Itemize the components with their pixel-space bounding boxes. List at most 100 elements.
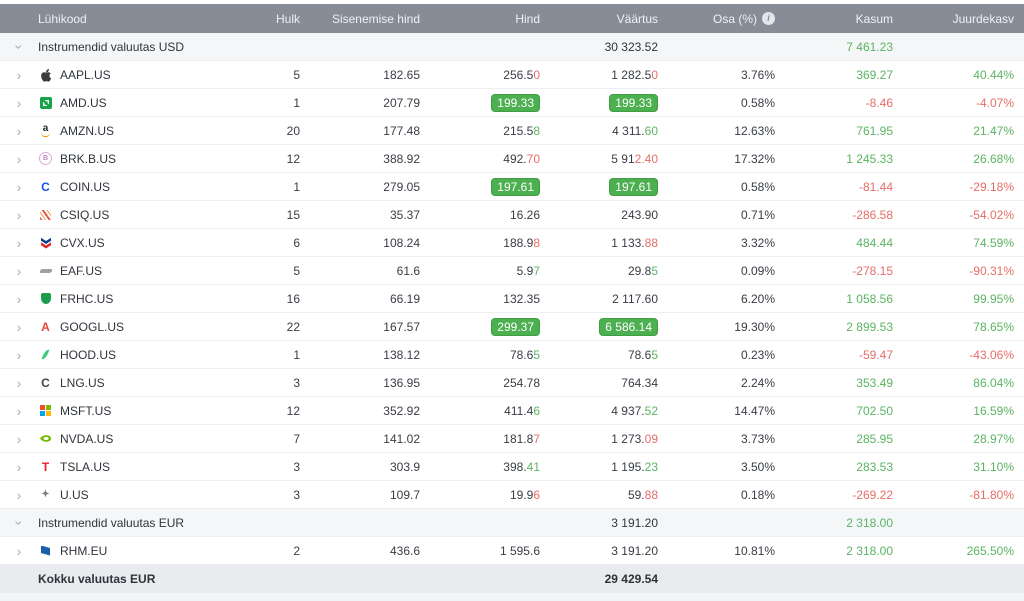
group-row[interactable]: › Instrumendid valuutas USD 30 323.52 7 … [0, 33, 1024, 61]
expand-chevron-icon[interactable]: › [16, 542, 22, 559]
table-row[interactable]: › NVDA.US 7 141.02 181.87 1 273.09 3.73%… [0, 425, 1024, 453]
value-cell: 29.85 [627, 263, 658, 278]
expand-chevron-icon[interactable]: › [16, 458, 22, 475]
table-row[interactable]: › FRHC.US 16 66.19 132.35 2 117.60 6.20%… [0, 285, 1024, 313]
table-row[interactable]: › EAF.US 5 61.6 5.97 29.85 0.09% -278.15… [0, 257, 1024, 285]
column-header-luhikood[interactable]: Lühikood [38, 11, 87, 26]
profit-cell: 1 058.56 [846, 291, 893, 306]
price-cell: 197.61 [430, 177, 550, 196]
expand-chevron-icon[interactable]: › [16, 486, 22, 503]
value-cell: 78.65 [627, 347, 658, 362]
quantity-cell: 1 [293, 95, 300, 110]
quantity-cell: 2 [293, 543, 300, 558]
group-row[interactable]: › Instrumendid valuutas EUR 3 191.20 2 3… [0, 509, 1024, 537]
price-cell: 132.35 [503, 291, 540, 306]
expand-chevron-icon[interactable]: › [16, 122, 22, 139]
column-header-osa[interactable]: Osa (%) i [668, 12, 785, 26]
table-row[interactable]: › B BRK.B.US 12 388.92 492.70 5 912.40 1… [0, 145, 1024, 173]
column-header-hind[interactable]: Hind [515, 11, 540, 26]
growth-percent-cell: -43.06% [969, 347, 1014, 362]
column-header-sisenemise-hind[interactable]: Sisenemise hind [331, 11, 420, 26]
column-header-hulk[interactable]: Hulk [275, 11, 300, 26]
expand-chevron-icon[interactable]: › [16, 374, 22, 391]
growth-percent-cell: -29.18% [969, 179, 1014, 194]
growth-percent-cell: -4.07% [975, 95, 1014, 110]
value-cell: 1 282.50 [611, 67, 658, 82]
expand-chevron-icon[interactable]: › [16, 178, 22, 195]
entry-price-cell: 436.6 [389, 543, 420, 558]
profit-cell: -8.46 [865, 95, 893, 110]
value-cell: 6 586.14 [550, 317, 668, 336]
table-row[interactable]: › a AMZN.US 20 177.48 215.58 4 311.60 12… [0, 117, 1024, 145]
value-cell: 1 195.23 [611, 459, 658, 474]
price-cell: 299.37 [430, 317, 550, 336]
expand-chevron-icon[interactable]: › [16, 262, 22, 279]
expand-chevron-icon[interactable]: › [16, 150, 22, 167]
growth-percent-cell: 31.10% [973, 459, 1014, 474]
table-row[interactable]: › ✦ U.US 3 109.7 19.96 59.88 0.18% -269.… [0, 481, 1024, 509]
entry-price-cell: 108.24 [383, 235, 420, 250]
table-row[interactable]: › T TSLA.US 3 303.9 398.41 1 195.23 3.50… [0, 453, 1024, 481]
growth-percent-cell: 86.04% [973, 375, 1014, 390]
table-row[interactable]: › C COIN.US 1 279.05 197.61 197.61 0.58%… [0, 173, 1024, 201]
table-row[interactable]: › HOOD.US 1 138.12 78.65 78.65 0.23% -59… [0, 341, 1024, 369]
table-row[interactable]: › AMD.US 1 207.79 199.33 199.33 0.58% -8… [0, 89, 1024, 117]
ticker-label: NVDA.US [60, 431, 114, 446]
ticker-label: GOOGL.US [60, 319, 125, 334]
column-header-juurdekasv[interactable]: Juurdekasv [952, 11, 1014, 26]
expand-chevron-icon[interactable]: › [16, 94, 22, 111]
price-cell: 16.26 [509, 207, 540, 222]
share-percent-cell: 19.30% [734, 319, 775, 334]
value-cell: 243.90 [621, 207, 658, 222]
info-icon[interactable]: i [762, 12, 775, 25]
table-row[interactable]: › CSIQ.US 15 35.37 16.26 243.90 0.71% -2… [0, 201, 1024, 229]
share-percent-cell: 14.47% [734, 403, 775, 418]
expand-chevron-icon[interactable]: › [16, 234, 22, 251]
quantity-cell: 6 [293, 235, 300, 250]
table-footer-row: Kokku valuutas EUR 29 429.54 [0, 565, 1024, 593]
value-cell: 764.34 [621, 375, 658, 390]
expand-chevron-icon[interactable]: › [16, 318, 22, 335]
cheniere-logo-icon: C [41, 375, 50, 390]
value-cell: 197.61 [550, 177, 668, 196]
table-row[interactable]: › A GOOGL.US 22 167.57 299.37 6 586.14 1… [0, 313, 1024, 341]
expand-chevron-icon[interactable]: › [16, 430, 22, 447]
ticker-label: MSFT.US [60, 403, 112, 418]
group-label: Instrumendid valuutas EUR [38, 515, 185, 530]
profit-cell: 761.95 [856, 123, 893, 138]
expand-chevron-icon[interactable]: › [16, 402, 22, 419]
profit-cell: 353.49 [856, 375, 893, 390]
table-header-row: Lühikood Hulk Sisenemise hind Hind Väärt… [0, 4, 1024, 33]
table-row[interactable]: › C LNG.US 3 136.95 254.78 764.34 2.24% … [0, 369, 1024, 397]
profit-cell: -278.15 [852, 263, 893, 278]
value-cell: 2 117.60 [612, 291, 658, 306]
table-row[interactable]: › CVX.US 6 108.24 188.98 1 133.88 3.32% … [0, 229, 1024, 257]
share-percent-cell: 0.58% [740, 95, 775, 110]
alphabet-logo-icon: A [41, 319, 50, 334]
entry-price-cell: 61.6 [396, 263, 420, 278]
price-cell: 492.70 [503, 151, 540, 166]
share-percent-cell: 0.71% [740, 207, 775, 222]
price-flash-badge: 199.33 [609, 93, 658, 112]
quantity-cell: 3 [293, 487, 300, 502]
share-percent-cell: 0.23% [740, 347, 775, 362]
value-cell: 1 273.09 [611, 431, 658, 446]
expand-chevron-icon[interactable]: › [16, 346, 22, 363]
table-row[interactable]: › MSFT.US 12 352.92 411.46 4 937.52 14.4… [0, 397, 1024, 425]
expand-chevron-icon[interactable]: › [16, 206, 22, 223]
table-row[interactable]: › AAPL.US 5 182.65 256.50 1 282.50 3.76%… [0, 61, 1024, 89]
growth-percent-cell: 78.65% [973, 319, 1014, 334]
expand-chevron-icon[interactable]: › [16, 290, 22, 307]
ticker-label: U.US [60, 487, 89, 502]
collapse-chevron-icon[interactable]: › [10, 520, 27, 525]
rheinmetall-logo-icon [38, 543, 53, 558]
entry-price-cell: 352.92 [383, 403, 420, 418]
expand-chevron-icon[interactable]: › [16, 66, 22, 83]
column-header-vaartus[interactable]: Väärtus [616, 11, 658, 26]
column-header-kasum[interactable]: Kasum [855, 11, 893, 26]
table-row[interactable]: › RHM.EU 2 436.6 1 595.6 3 191.20 10.81%… [0, 537, 1024, 565]
value-cell: 3 191.20 [611, 543, 658, 558]
collapse-chevron-icon[interactable]: › [10, 44, 27, 49]
column-header-osa-label: Osa (%) [712, 11, 757, 26]
growth-percent-cell: 99.95% [973, 291, 1014, 306]
